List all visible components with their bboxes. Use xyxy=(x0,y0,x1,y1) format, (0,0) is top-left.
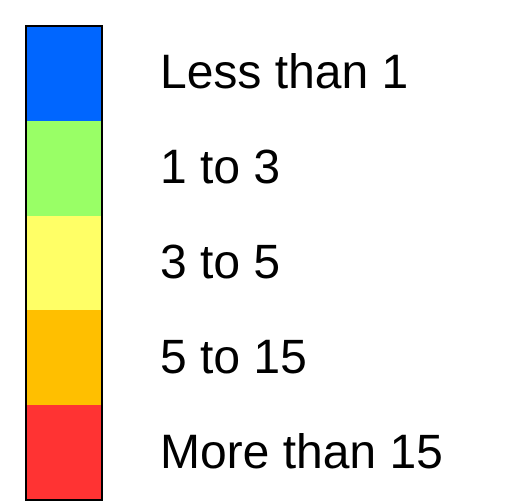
legend-label-3-to-5: 3 to 5 xyxy=(160,215,443,310)
swatch-less-than-1 xyxy=(27,27,101,121)
swatch-more-than-15 xyxy=(27,405,101,499)
legend-label-less-than-1: Less than 1 xyxy=(160,25,443,120)
swatch-3-to-5 xyxy=(27,216,101,310)
legend-color-bar xyxy=(25,25,103,501)
legend-label-5-to-15: 5 to 15 xyxy=(160,311,443,406)
swatch-5-to-15 xyxy=(27,310,101,404)
swatch-1-to-3 xyxy=(27,121,101,215)
legend-labels: Less than 1 1 to 3 3 to 5 5 to 15 More t… xyxy=(160,25,443,501)
legend-label-more-than-15: More than 15 xyxy=(160,406,443,501)
legend-label-1-to-3: 1 to 3 xyxy=(160,120,443,215)
